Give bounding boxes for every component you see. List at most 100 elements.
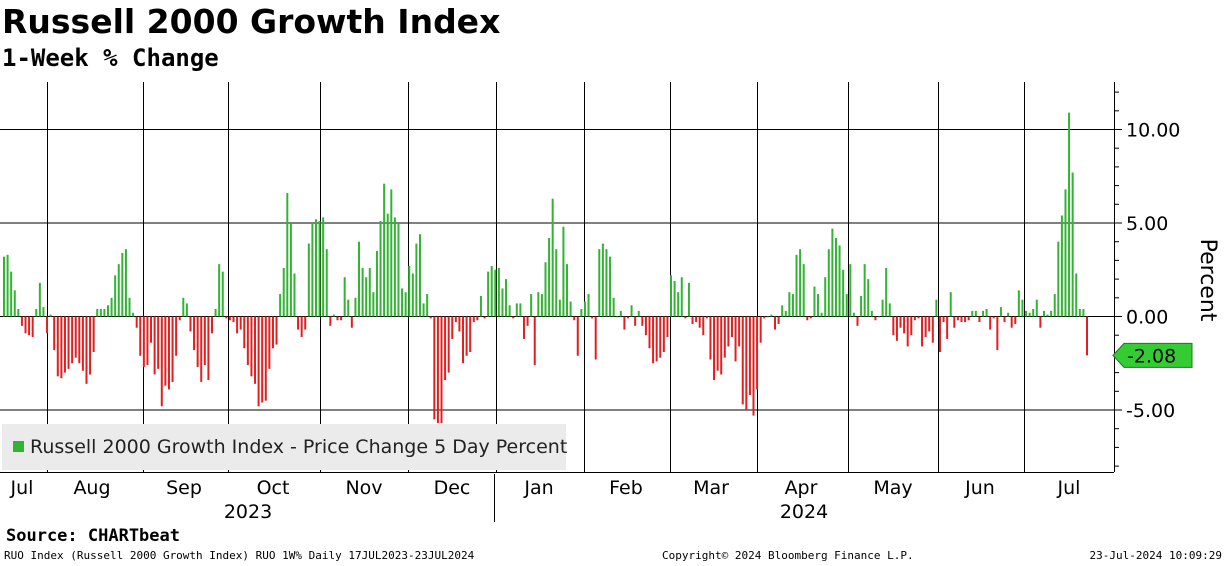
bar [691,316,694,324]
bar [788,292,791,317]
bar [210,316,213,334]
bar [892,316,895,336]
bar [146,316,149,366]
bar [408,266,411,317]
bar [207,316,210,381]
bar [530,294,533,317]
bar [1007,312,1010,317]
footer-timestamp: 23-Jul-2024 10:09:29 [1089,549,1222,562]
bar [770,314,773,317]
bar [153,316,156,375]
bar [282,267,285,317]
bar [196,316,199,367]
bar [759,316,762,343]
bar [1075,273,1078,317]
bar [375,251,378,317]
bar [185,303,188,317]
bar [1068,112,1071,317]
bar [444,316,447,381]
bar [730,316,733,338]
bar [791,294,794,317]
y-tick-label: -5.00 [1126,400,1175,422]
bar [501,288,504,317]
bar [297,316,300,330]
bar [393,217,396,317]
bar [293,273,296,317]
bar [28,316,31,336]
bar [300,316,303,338]
bar [738,316,741,347]
bar [483,316,486,319]
bar [171,316,174,382]
bar [347,299,350,317]
bar [200,316,203,382]
bar [418,234,421,317]
bar [426,294,429,317]
bar [662,316,665,353]
bar [415,243,418,317]
bar [906,316,909,347]
bar [67,316,70,369]
bar [325,249,328,317]
bar [508,305,511,317]
bar [673,280,676,317]
bar [974,310,977,317]
bar [13,290,16,317]
bar [107,305,109,317]
bar [795,254,798,317]
bar [1078,309,1081,317]
bar [472,316,475,323]
bar [601,243,604,317]
bar [824,277,827,317]
bar [870,310,873,317]
bar [921,316,924,347]
bar [558,299,561,317]
bar [583,301,586,317]
bar [537,292,540,317]
bar [336,316,339,321]
bar [92,316,95,353]
bar [114,275,117,317]
bar [38,282,41,317]
bar [1032,309,1035,317]
x-month-label: Nov [345,477,382,499]
bar [834,237,837,317]
bar [856,316,859,326]
bar [89,316,92,375]
bar [469,316,472,353]
bar [820,312,823,317]
bar [436,316,439,424]
bar [985,309,988,317]
bar [817,294,820,317]
x-month-label: Aug [73,477,110,499]
bar [60,316,63,379]
bar [616,316,619,318]
y-tick-label: 5.00 [1126,213,1168,235]
bar [31,316,34,338]
bar [594,316,597,360]
bar [992,316,995,319]
bar [935,299,938,317]
bar [20,316,23,326]
bar [522,316,525,339]
bar [863,264,866,317]
bar [917,316,920,319]
bar [85,316,88,384]
bar [705,316,708,319]
bar [1039,316,1042,328]
bar [193,316,196,351]
bar [160,316,163,407]
bar [756,316,759,390]
x-month-label: Dec [434,477,471,499]
bar [451,316,454,339]
bar [752,316,755,416]
bar [734,316,737,362]
bar [637,310,640,317]
bar [340,316,343,321]
bar [777,316,780,324]
bar [307,243,310,317]
bar [551,198,554,317]
bar [591,316,594,319]
bar [989,316,992,330]
